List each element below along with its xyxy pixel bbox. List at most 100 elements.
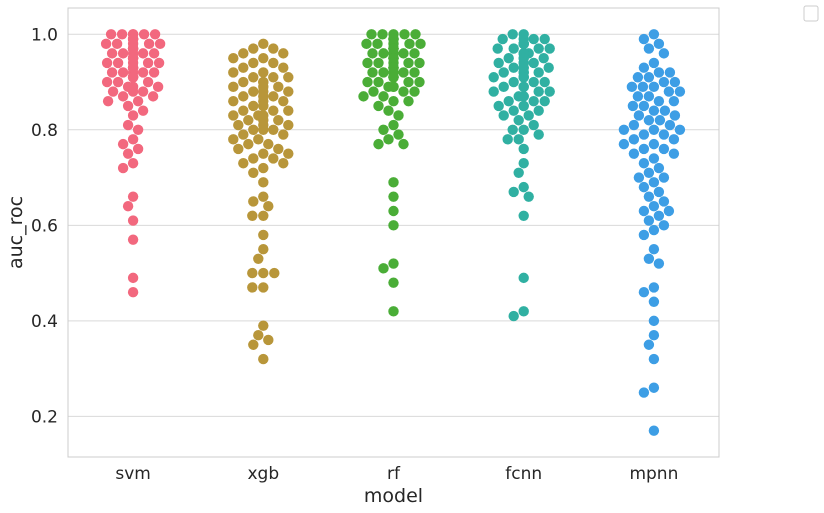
data-point <box>648 382 660 393</box>
data-point <box>414 76 425 88</box>
data-point <box>373 100 384 112</box>
data-point <box>388 277 399 288</box>
data-point <box>658 196 670 207</box>
data-point <box>142 76 154 88</box>
data-point <box>122 100 134 112</box>
x-tick-label: mpnn <box>629 464 678 484</box>
data-point <box>148 67 160 78</box>
data-point <box>538 52 549 64</box>
data-point <box>528 95 539 107</box>
data-point <box>258 38 269 50</box>
data-point <box>503 52 514 64</box>
data-point <box>664 67 676 78</box>
data-point <box>122 148 134 159</box>
data-point <box>367 48 378 59</box>
data-point <box>518 91 529 102</box>
data-point <box>247 282 258 293</box>
data-point <box>100 38 112 50</box>
data-point <box>248 43 259 54</box>
data-point <box>668 148 680 159</box>
data-point <box>404 38 415 50</box>
data-point <box>137 105 149 116</box>
data-point <box>648 153 660 164</box>
data-point <box>403 95 414 107</box>
data-point <box>674 86 686 97</box>
data-point <box>493 57 504 69</box>
data-point <box>508 43 519 54</box>
data-point <box>493 100 504 112</box>
data-point <box>377 29 388 40</box>
data-point <box>228 134 239 145</box>
data-point <box>638 143 650 155</box>
data-point <box>258 148 269 159</box>
data-point <box>122 119 134 131</box>
data-point <box>664 119 676 131</box>
data-point <box>528 119 539 131</box>
data-point <box>273 115 284 126</box>
data-point <box>528 76 539 88</box>
data-point <box>154 38 166 50</box>
data-point <box>658 76 670 88</box>
data-point <box>248 153 259 164</box>
data-point <box>508 105 519 116</box>
data-point <box>618 138 630 150</box>
data-point <box>638 158 650 169</box>
data-point <box>105 29 117 40</box>
data-point <box>117 67 129 78</box>
data-point <box>248 86 259 97</box>
data-point <box>653 95 665 107</box>
data-point <box>633 172 645 183</box>
y-tick-label: 0.2 <box>31 407 58 427</box>
y-tick-label: 0.8 <box>31 121 58 141</box>
data-point <box>102 95 114 107</box>
data-point <box>268 43 279 54</box>
data-point <box>367 67 378 78</box>
data-point <box>366 29 377 40</box>
data-point <box>268 153 279 164</box>
data-point <box>137 48 149 59</box>
data-point <box>669 76 681 88</box>
data-point <box>653 38 665 50</box>
data-point <box>648 282 660 293</box>
data-point <box>137 67 149 78</box>
data-point <box>508 310 519 322</box>
data-point <box>243 115 254 126</box>
data-point <box>518 158 529 169</box>
data-point <box>626 81 638 93</box>
data-point <box>101 57 113 69</box>
data-point <box>518 38 529 50</box>
data-point <box>127 86 139 97</box>
data-point <box>643 43 655 54</box>
data-point <box>372 38 383 50</box>
data-point <box>643 115 655 126</box>
data-point <box>513 115 524 126</box>
data-point <box>518 210 529 221</box>
data-point <box>643 191 655 202</box>
data-point <box>658 143 670 155</box>
data-point <box>132 95 144 107</box>
data-point <box>273 143 284 155</box>
data-point <box>268 57 279 69</box>
data-point <box>498 110 509 121</box>
data-point <box>637 81 649 93</box>
data-point <box>669 110 681 121</box>
legend-box[interactable] <box>803 5 819 22</box>
data-point <box>378 124 389 136</box>
data-point <box>409 86 420 97</box>
data-point <box>658 172 670 183</box>
data-point <box>638 100 650 112</box>
data-point <box>238 105 249 116</box>
data-point <box>283 86 294 97</box>
data-point <box>263 138 274 150</box>
data-point <box>507 29 518 40</box>
data-point <box>648 81 660 93</box>
data-point <box>268 72 279 83</box>
data-point <box>638 181 650 193</box>
data-point <box>258 100 269 112</box>
data-point <box>638 387 650 398</box>
data-point <box>398 67 409 78</box>
data-point <box>539 95 550 107</box>
data-point <box>523 110 534 121</box>
data-point <box>533 129 544 140</box>
